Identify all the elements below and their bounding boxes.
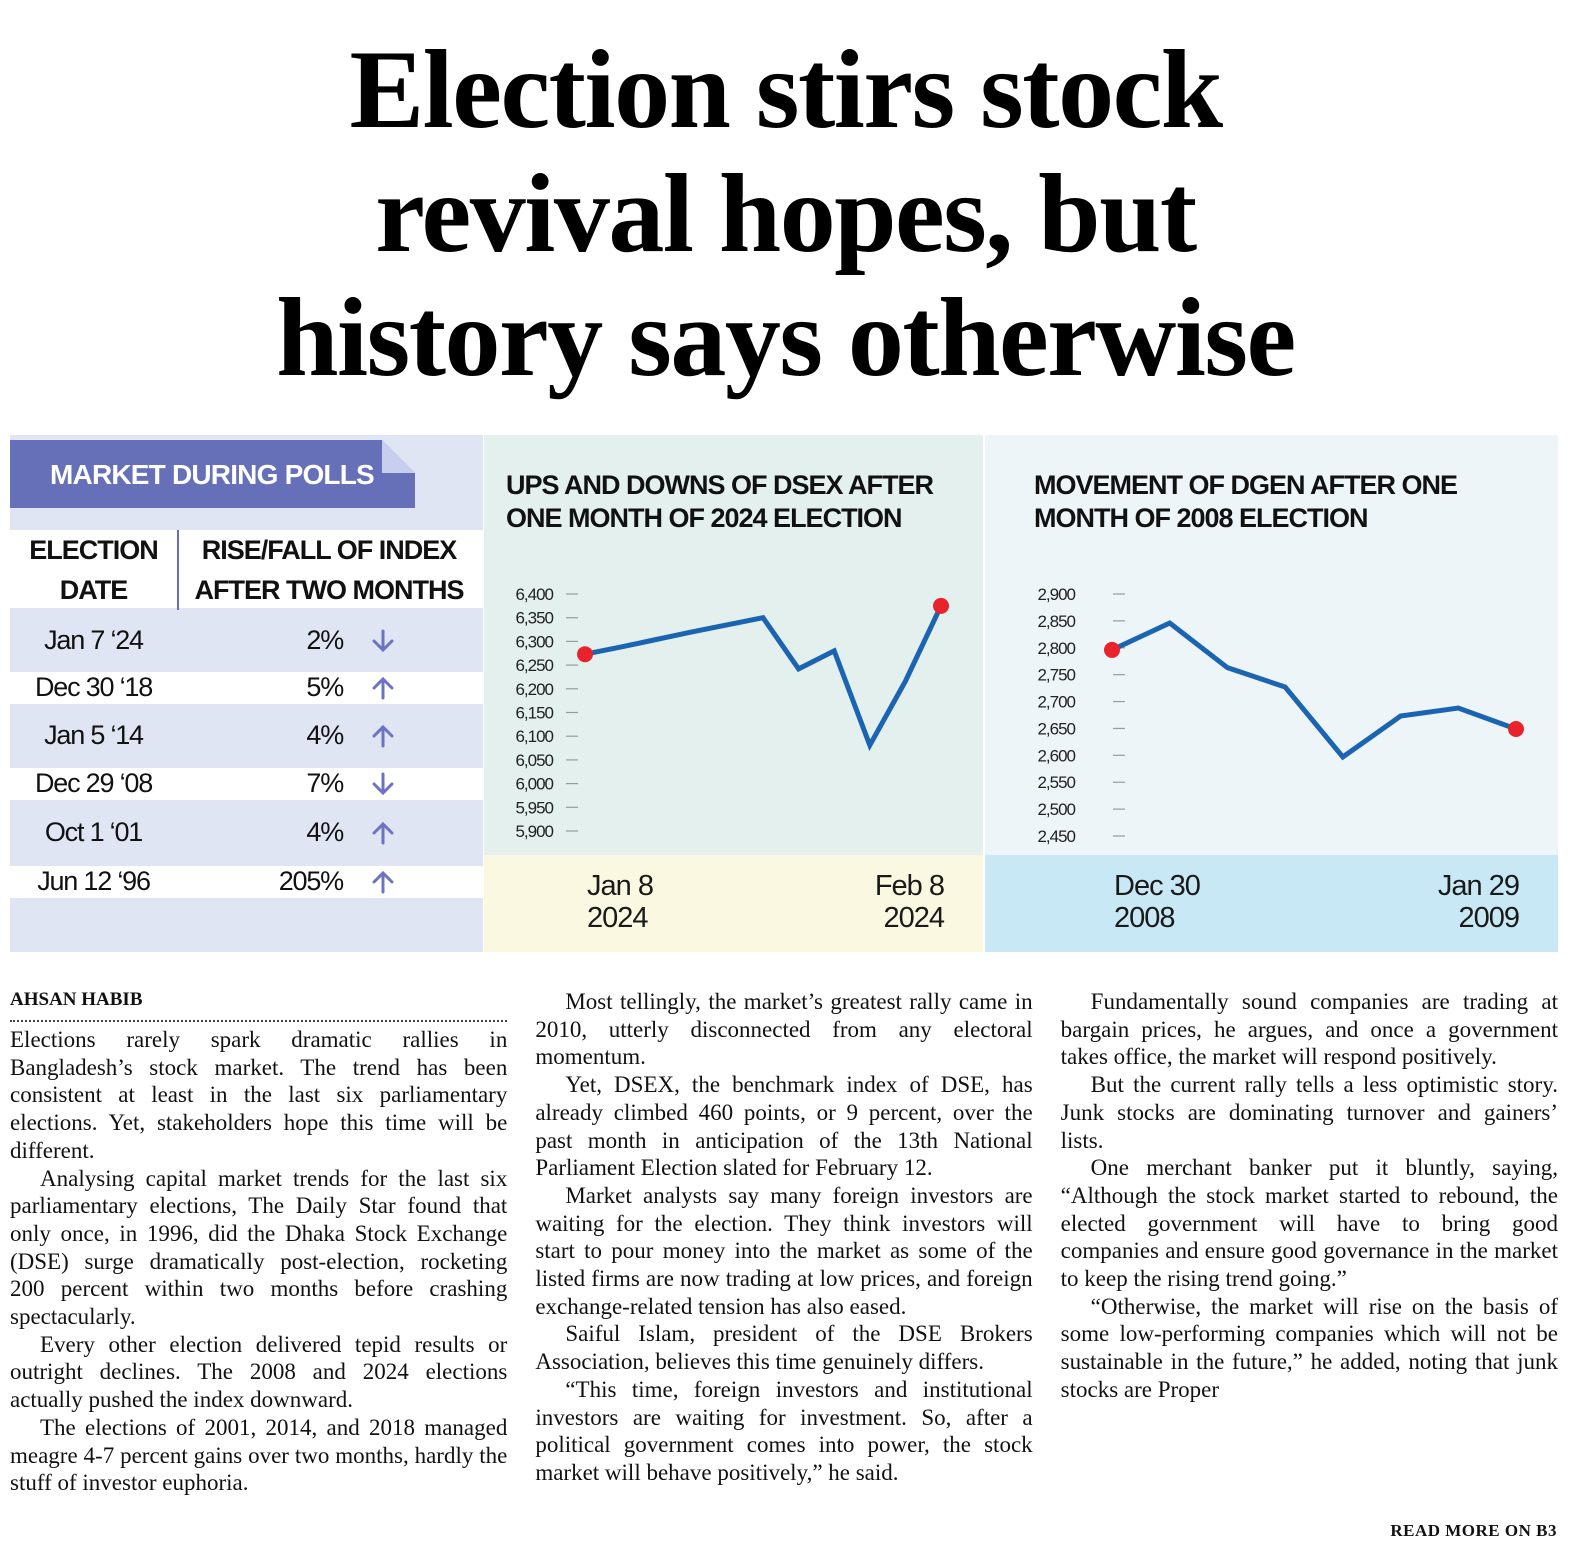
arrow-shape [372, 870, 394, 894]
table-row: Dec 30 ‘18 5% [10, 672, 483, 704]
y-tick-label: 2,900 [1037, 585, 1075, 604]
byline: AHSAN HABIB [10, 988, 508, 1022]
chart-title: MOVEMENT OF DGEN AFTER ONE MONTH OF 2008… [1034, 470, 1458, 533]
index-change: 4% [306, 817, 344, 847]
direction-arrow [372, 724, 394, 748]
paragraph: Fundamentally sound companies are tradin… [1060, 989, 1558, 1070]
end-marker [577, 646, 593, 663]
election-date: Jun 12 ‘96 [37, 866, 151, 896]
arrow-shape [372, 772, 394, 796]
y-tick-label: 2,800 [1037, 639, 1075, 658]
end-marker [1508, 720, 1524, 737]
polls-table: MARKET DURING POLLS ELECTION DATE RISE/F… [10, 435, 483, 952]
y-tick-label: 6,200 [515, 680, 553, 699]
election-date: Oct 1 ‘01 [44, 817, 143, 847]
chart-panel: MOVEMENT OF DGEN AFTER ONE MONTH OF 2008… [985, 435, 1558, 855]
x-tick-label: Jan 8 2024 [587, 870, 654, 934]
header-cell: RISE/FALL OF INDEX AFTER TWO MONTHS [194, 535, 465, 605]
paragraph: But the current rally tells a less optim… [1060, 1072, 1558, 1153]
paragraph: The elections of 2001, 2014, and 2018 ma… [10, 1414, 508, 1496]
chart: 5,900 5,950 6,000 6,050 6,100 6,150 6,200 6,250… [515, 585, 949, 841]
y-tick-label: 6,350 [515, 609, 553, 628]
title-bar-fold [382, 440, 415, 473]
chart-title: UPS AND DOWNS OF DSEX AFTER ONE MONTH OF… [506, 470, 934, 533]
paragraph: Yet, DSEX, the benchmark index of DSE, h… [535, 1072, 1033, 1181]
headline: Election stirs stock revival hopes, but … [276, 28, 1296, 400]
chart-panel: UPS AND DOWNS OF DSEX AFTER ONE MONTH OF… [484, 435, 983, 855]
paragraph: Every other election delivered tepid res… [10, 1331, 508, 1413]
y-tick-label: 6,400 [515, 585, 553, 604]
y-tick-label: 2,850 [1037, 612, 1075, 631]
paragraph: “This time, foreign investors and instit… [535, 1376, 1033, 1485]
y-tick-label: 6,100 [515, 727, 553, 746]
election-date: Dec 30 ‘18 [34, 672, 153, 702]
paragraph: “Otherwise, the market will rise on the … [1060, 1293, 1558, 1402]
table-title: MARKET DURING POLLS [50, 459, 374, 490]
title-bar-shape [10, 440, 415, 508]
arrow-shape [372, 629, 394, 653]
y-tick-label: 2,650 [1037, 719, 1075, 738]
table-header: ELECTION DATE RISE/FALL OF INDEX AFTER T… [10, 530, 483, 608]
y-tick-label: 6,250 [515, 656, 553, 675]
title-bar: MARKET DURING POLLS [10, 440, 415, 508]
data-line [1110, 620, 1517, 761]
election-date: Jan 5 ‘14 [44, 720, 144, 750]
arrow-shape [372, 821, 394, 845]
direction-arrow [372, 772, 394, 796]
table-row: Oct 1 ‘01 4% [10, 800, 483, 866]
election-date: Dec 29 ‘08 [34, 768, 153, 798]
y-tick-label: 6,150 [515, 704, 553, 723]
data-line [584, 604, 944, 752]
direction-arrow [372, 676, 394, 700]
direction-arrow [372, 629, 394, 653]
read-more: READ MORE ON B3 [1390, 1521, 1557, 1540]
table-row: Dec 29 ‘08 7% [10, 768, 483, 800]
paragraph: Analysing capital market trends for the … [10, 1165, 508, 1330]
y-tick-label: 6,050 [515, 751, 553, 770]
x-tick-label: Dec 30 2008 [1114, 870, 1201, 934]
paragraph: Saiful Islam, president of the DSE Broke… [535, 1321, 1033, 1375]
y-tick-label: 2,750 [1037, 666, 1075, 685]
table-row: Jun 12 ‘96 205% [10, 866, 483, 898]
index-change: 5% [306, 672, 344, 702]
end-marker [933, 597, 949, 614]
y-tick-label: 6,300 [515, 632, 553, 651]
y-tick-label: 2,550 [1037, 773, 1075, 792]
table-row: Jan 7 ‘24 2% [10, 610, 483, 672]
y-tick-label: 5,900 [515, 822, 553, 841]
direction-arrow [372, 870, 394, 894]
y-tick-label: 5,950 [515, 798, 553, 817]
index-change: 2% [306, 625, 344, 655]
y-tick-label: 2,700 [1037, 693, 1075, 712]
y-tick-label: 2,600 [1037, 746, 1075, 765]
paragraph: Market analysts say many foreign investo… [535, 1182, 1033, 1319]
index-change: 4% [306, 720, 344, 750]
paragraph: One merchant banker put it bluntly, sayi… [1060, 1155, 1558, 1292]
arrow-shape [372, 724, 394, 748]
election-date: Jan 7 ‘24 [44, 625, 144, 655]
y-tick-label: 2,450 [1037, 827, 1075, 846]
y-tick-label: 6,000 [515, 775, 553, 794]
table-row: Jan 5 ‘14 4% [10, 704, 483, 768]
chart: 2,450 2,500 2,550 2,600 2,650 2,700 2,750 2,800… [1037, 585, 1524, 846]
article: AHSAN HABIB Elections rarely spark drama… [10, 988, 1558, 1520]
y-tick-label: 2,500 [1037, 800, 1075, 819]
header-cell: ELECTION DATE [29, 535, 159, 605]
direction-arrow [372, 821, 394, 845]
arrow-shape [372, 676, 394, 700]
paragraph: Most tellingly, the market’s greatest ra… [535, 989, 1033, 1070]
chart-x-strip: Dec 30 2008 Jan 29 2009 [985, 855, 1558, 952]
x-tick-label: Jan 29 2009 [1437, 870, 1520, 934]
chart-x-strip: Jan 8 2024 Feb 8 2024 [484, 855, 983, 952]
index-change: 7% [306, 768, 344, 798]
paragraph: Elections rarely spark dramatic rallies … [10, 1027, 508, 1163]
index-change: 205% [278, 866, 344, 896]
x-tick-label: Feb 8 2024 [874, 870, 945, 934]
end-marker [1104, 641, 1120, 658]
